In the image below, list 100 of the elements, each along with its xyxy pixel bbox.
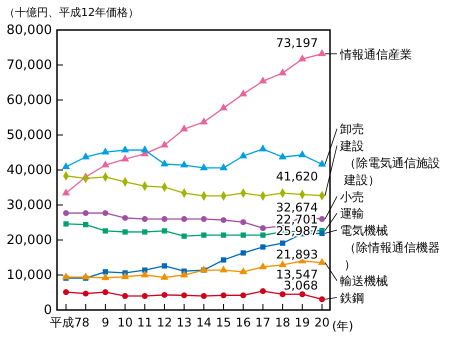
point — [258, 144, 267, 152]
point — [102, 289, 108, 296]
point — [180, 124, 188, 132]
point — [298, 54, 306, 62]
point — [161, 292, 168, 298]
y-tick-label: 50,000 — [6, 128, 52, 144]
data-label: 41,620 — [276, 169, 318, 184]
x-tick-label: 15 — [216, 316, 232, 330]
point — [220, 103, 228, 110]
point — [63, 210, 69, 216]
x-axis-title: (年) — [332, 319, 354, 333]
x-tick-label: 18 — [274, 316, 290, 330]
x-tick-label: 17 — [255, 316, 271, 330]
point — [220, 163, 228, 170]
point — [102, 228, 108, 234]
point — [182, 234, 187, 239]
y-tick-label: 20,000 — [6, 233, 52, 248]
point — [239, 267, 248, 274]
point — [142, 229, 148, 235]
point — [181, 292, 188, 298]
point — [319, 296, 325, 302]
point — [121, 154, 130, 162]
point — [82, 152, 90, 160]
point — [142, 293, 148, 299]
x-tick-label: 9 — [102, 316, 110, 330]
point — [299, 291, 306, 298]
point — [319, 230, 325, 236]
point — [319, 216, 325, 222]
x-tick-label: 19 — [294, 316, 310, 330]
point — [318, 258, 326, 265]
point — [298, 150, 306, 158]
y-tick-label: 80,000 — [6, 23, 52, 38]
point — [83, 222, 88, 228]
x-tick-label: 14 — [196, 316, 212, 330]
data-label: 32,674 — [276, 200, 318, 215]
point — [102, 210, 108, 216]
point — [122, 293, 128, 299]
point — [160, 272, 168, 280]
point — [62, 188, 70, 196]
data-label: 21,893 — [276, 247, 318, 262]
y-tick-label: 10,000 — [6, 268, 52, 284]
point — [101, 160, 110, 168]
series-label: 建設（除電気通信施設建設） — [339, 139, 440, 188]
y-tick-label: 30,000 — [6, 198, 52, 214]
point — [200, 293, 207, 299]
x-tick-label: 平成7 — [50, 316, 82, 330]
point — [278, 152, 287, 160]
point — [121, 145, 130, 152]
x-tick-label: 11 — [137, 316, 152, 330]
y-tick-label: 70,000 — [6, 58, 52, 74]
data-label: 13,547 — [276, 268, 318, 282]
point — [180, 160, 188, 168]
x-tick-label: 12 — [156, 316, 172, 330]
series-label: 小売 — [340, 190, 364, 204]
point — [240, 292, 246, 298]
text: 卸売 — [340, 122, 364, 136]
series-label: 運輸 — [340, 206, 364, 221]
point — [200, 117, 208, 124]
x-tick-label: 13 — [176, 316, 192, 330]
point — [161, 216, 168, 222]
point — [258, 76, 267, 84]
point — [140, 270, 149, 278]
point — [180, 270, 188, 278]
point — [220, 292, 227, 298]
point — [121, 272, 130, 280]
point — [278, 68, 287, 76]
point — [101, 148, 110, 154]
point — [318, 49, 326, 56]
point — [260, 225, 266, 232]
y-tick-label: 60,000 — [6, 93, 52, 108]
y-tick-label: 0 — [44, 303, 52, 318]
point — [200, 163, 208, 170]
point — [239, 151, 248, 158]
point — [280, 291, 286, 298]
point — [142, 216, 148, 222]
point — [62, 272, 70, 280]
y-tick-label: 40,000 — [6, 163, 52, 178]
series-label: 鉄鋼 — [340, 291, 364, 305]
point — [82, 272, 90, 280]
point — [63, 289, 69, 296]
x-tick-label: 20 — [314, 316, 330, 330]
point — [239, 89, 248, 96]
point — [201, 232, 206, 238]
x-tick-label: 10 — [117, 316, 133, 330]
data-label: 73,197 — [276, 36, 318, 50]
point — [318, 160, 326, 167]
point — [280, 240, 286, 246]
point — [220, 217, 227, 224]
series-label: 情報通信産業 — [339, 47, 412, 62]
point — [62, 162, 70, 170]
point — [160, 159, 168, 166]
point — [260, 288, 266, 294]
point — [258, 262, 267, 270]
x-tick-label: 16 — [236, 316, 251, 330]
point — [101, 273, 110, 280]
point — [82, 210, 89, 216]
point — [240, 232, 246, 238]
point — [140, 145, 149, 152]
point — [82, 290, 89, 297]
series-label: 輸送機械 — [340, 274, 388, 288]
